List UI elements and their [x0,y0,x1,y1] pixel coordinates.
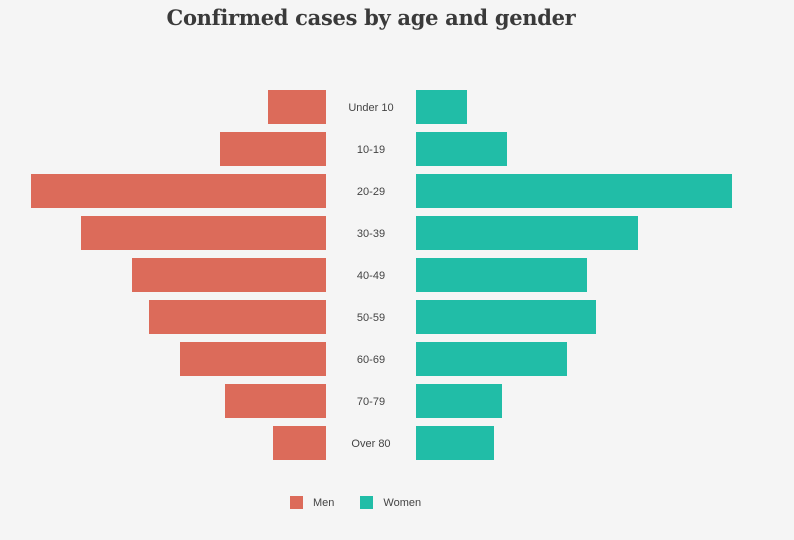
bar-men-1[interactable] [220,132,326,166]
bar-women-6[interactable] [416,342,567,376]
bar-men-7[interactable] [225,384,326,418]
bar-men-2[interactable] [31,174,326,208]
bar-women-4[interactable] [416,258,587,292]
legend: Men Women [290,496,447,509]
bar-men-0[interactable] [268,90,326,124]
legend-label-men: Men [313,496,335,509]
bar-men-3[interactable] [81,216,326,250]
legend-item-women[interactable]: Women [360,496,421,509]
category-label: Over 80 [351,438,390,450]
bar-women-0[interactable] [416,90,467,124]
category-label: Under 10 [348,102,393,114]
legend-item-men[interactable]: Men [290,496,334,509]
bar-women-3[interactable] [416,216,638,250]
chart-title: Confirmed cases by age and gender [166,5,576,30]
bar-women-7[interactable] [416,384,502,418]
category-label: 20-29 [357,186,385,198]
category-label: 40-49 [357,270,385,282]
bar-women-2[interactable] [416,174,732,208]
bar-women-8[interactable] [416,426,494,460]
bar-men-8[interactable] [273,426,326,460]
legend-swatch-women [360,496,374,509]
women-bars-group [416,90,732,460]
bar-women-5[interactable] [416,300,596,334]
bar-men-4[interactable] [132,258,326,292]
men-bars-group [31,90,326,460]
bar-women-1[interactable] [416,132,507,166]
category-label: 30-39 [357,228,385,240]
category-labels-group: Under 10 10-19 20-29 30-39 40-49 50-59 60-69 70… [348,102,393,450]
category-label: 70-79 [357,396,385,408]
bar-men-5[interactable] [149,300,326,334]
legend-swatch-men [290,496,303,509]
category-label: 50-59 [357,312,385,324]
category-label: 10-19 [357,144,385,156]
bar-men-6[interactable] [180,342,326,376]
legend-label-women: Women [383,496,422,509]
butterfly-bar-chart: Under 10 10-19 20-29 30-39 40-49 50-59 60-69 70… [31,90,732,460]
category-label: 60-69 [357,354,385,366]
